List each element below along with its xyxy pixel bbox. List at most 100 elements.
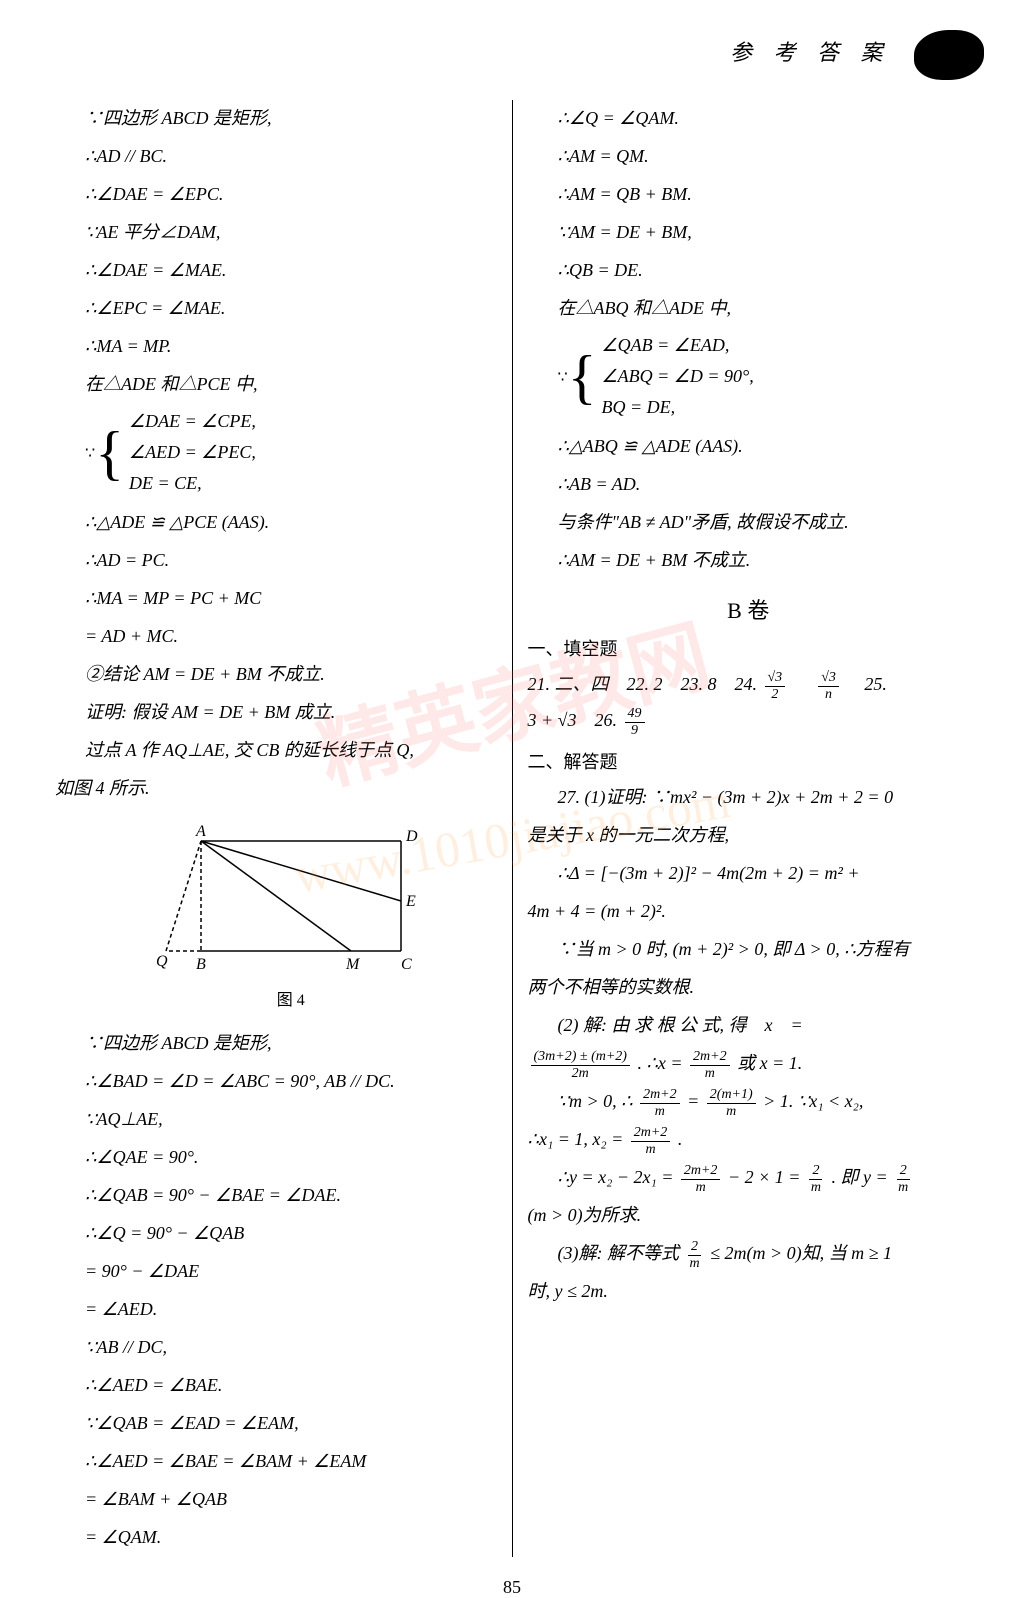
solution-line: ∵当 m > 0 时, (m + 2)² > 0, 即 Δ > 0, ∴方程有 — [528, 931, 970, 967]
solution-line: ∴Δ = [−(3m + 2)]² − 4m(2m + 2) = m² + — [528, 855, 970, 891]
solution-line: (3m+2) ± (m+2)2m . ∴x = 2m+2m 或 x = 1. — [528, 1045, 970, 1081]
solution-line: 是关于 x 的一元二次方程, — [528, 817, 970, 853]
proof-line: ∴MA = MP. — [55, 328, 497, 364]
header-logo-icon — [914, 30, 984, 80]
fraction: √32 — [765, 670, 786, 702]
answer-row: 21. 二、四 22. 2 23. 8 24. √32 √3n 25. — [528, 666, 970, 702]
fraction: 2m+2m — [640, 1087, 680, 1119]
text: . — [678, 1129, 683, 1149]
solution-line: ∵m > 0, ∴ 2m+2m = 2(m+1)m > 1. ∵x₁ < x₂, — [528, 1083, 970, 1119]
text: ∵m > 0, ∴ — [558, 1091, 633, 1111]
label-C: C — [401, 956, 412, 973]
proof-line: ②结论 AM = DE + BM 不成立. — [55, 656, 497, 692]
fraction: (3m+2) ± (m+2)2m — [531, 1049, 630, 1081]
proof-line: ∴AD // BC. — [55, 138, 497, 174]
proof-line: ∵AQ⊥AE, — [55, 1101, 497, 1137]
brace-system: ∵ { ∠DAE = ∠CPE, ∠AED = ∠PEC, DE = CE, — [55, 407, 497, 499]
text: > 1. ∵x₁ < x₂, — [763, 1091, 863, 1111]
proof-line: ∴AB = AD. — [528, 466, 970, 502]
page-header: 参 考 答 案 — [40, 30, 984, 80]
left-brace-icon: { — [95, 423, 124, 483]
solution-line: ∴y = x₂ − 2x₁ = 2m+2m − 2 × 1 = 2m . 即 y… — [528, 1159, 970, 1195]
proof-line: = AD + MC. — [55, 618, 497, 654]
solution-line: (2) 解: 由 求 根 公 式, 得 x = — [528, 1007, 970, 1043]
proof-line: ∴AM = QM. — [528, 138, 970, 174]
label-Q: Q — [156, 953, 168, 970]
text: ≤ 2m(m > 0)知, 当 m ≥ 1 — [710, 1243, 892, 1263]
left-column: ∵四边形 ABCD 是矩形, ∴AD // BC. ∴∠DAE = ∠EPC. … — [40, 100, 513, 1557]
proof-line: 与条件"AB ≠ AD"矛盾, 故假设不成立. — [528, 504, 970, 540]
text: . 即 y = — [832, 1167, 888, 1187]
text: (3)解: 解不等式 — [558, 1243, 679, 1263]
page-number: 85 — [40, 1577, 984, 1598]
proof-line: ∴∠AED = ∠BAE = ∠BAM + ∠EAM — [55, 1443, 497, 1479]
solution-line: (3)解: 解不等式 2m ≤ 2m(m > 0)知, 当 m ≥ 1 — [528, 1235, 970, 1271]
proof-line: ∵AM = DE + BM, — [528, 214, 970, 250]
text: = — [687, 1091, 699, 1111]
proof-line: ∴∠DAE = ∠EPC. — [55, 176, 497, 212]
proof-line: = ∠AED. — [55, 1291, 497, 1327]
proof-line: = ∠QAM. — [55, 1519, 497, 1555]
proof-line: 在△ADE 和△PCE 中, — [55, 366, 497, 402]
answer-text: 21. 二、四 22. 2 23. 8 24. — [528, 674, 758, 694]
proof-line: ∴∠Q = ∠QAM. — [528, 100, 970, 136]
proof-line: ∵四边形 ABCD 是矩形, — [55, 1025, 497, 1061]
brace-item: BQ = DE, — [602, 393, 754, 422]
proof-line: ∴AM = QB + BM. — [528, 176, 970, 212]
text: − 2 × 1 = — [728, 1167, 800, 1187]
proof-line: ∵∠QAB = ∠EAD = ∠EAM, — [55, 1405, 497, 1441]
label-M: M — [345, 956, 361, 973]
solution-line: 27. (1)证明: ∵mx² − (3m + 2)x + 2m + 2 = 0 — [528, 779, 970, 815]
proof-line: ∴∠AED = ∠BAE. — [55, 1367, 497, 1403]
fraction: 2m — [686, 1239, 702, 1271]
proof-line: ∴∠BAD = ∠D = ∠ABC = 90°, AB // DC. — [55, 1063, 497, 1099]
solution-line: 两个不相等的实数根. — [528, 969, 970, 1005]
brace-item: ∠ABQ = ∠D = 90°, — [602, 362, 754, 391]
proof-line: ∴∠Q = 90° − ∠QAB — [55, 1215, 497, 1251]
label-A: A — [195, 823, 206, 840]
proof-line: ∴AD = PC. — [55, 542, 497, 578]
text: ∴x₁ = 1, x₂ = — [528, 1129, 624, 1149]
proof-line: ∴△ABQ ≌ △ADE (AAS). — [528, 428, 970, 464]
solution-line: ∴x₁ = 1, x₂ = 2m+2m . — [528, 1121, 970, 1157]
answer-text: 3 + √3 26. — [528, 710, 618, 730]
solution-line: 时, y ≤ 2m. — [528, 1273, 970, 1309]
brace-prefix: ∵ — [85, 443, 95, 463]
figure-svg: A D E Q B M C — [151, 821, 431, 981]
brace-item: ∠QAB = ∠EAD, — [602, 331, 754, 360]
proof-line: ∴∠QAE = 90°. — [55, 1139, 497, 1175]
two-column-layout: ∵四边形 ABCD 是矩形, ∴AD // BC. ∴∠DAE = ∠EPC. … — [40, 100, 984, 1557]
fraction: 499 — [625, 706, 645, 738]
text: ∴y = x₂ − 2x₁ = — [558, 1167, 674, 1187]
fraction: 2m — [895, 1163, 911, 1195]
proof-line: ∴AM = DE + BM 不成立. — [528, 542, 970, 578]
proof-line: ∴∠DAE = ∠MAE. — [55, 252, 497, 288]
brace-item: DE = CE, — [129, 469, 256, 498]
proof-line: ∴MA = MP = PC + MC — [55, 580, 497, 616]
text: 或 x = 1. — [737, 1053, 802, 1073]
proof-line: 证明: 假设 AM = DE + BM 成立. — [55, 694, 497, 730]
proof-line: ∴△ADE ≌ △PCE (AAS). — [55, 504, 497, 540]
answer-row: 3 + √3 26. 499 — [528, 702, 970, 738]
figure-caption: 图 4 — [277, 986, 305, 1010]
left-brace-icon: { — [568, 347, 597, 407]
proof-line: ∴∠QAB = 90° − ∠BAE = ∠DAE. — [55, 1177, 497, 1213]
brace-item: ∠AED = ∠PEC, — [129, 438, 256, 467]
solve-section-header: 二、解答题 — [528, 748, 970, 774]
proof-line: ∵AB // DC, — [55, 1329, 497, 1365]
proof-line: = 90° − ∠DAE — [55, 1253, 497, 1289]
fraction: 2(m+1)m — [707, 1087, 756, 1119]
proof-line: 在△ABQ 和△ADE 中, — [528, 290, 970, 326]
label-D: D — [405, 828, 418, 845]
fraction: 2m+2m — [690, 1049, 730, 1081]
figure-reference: 如图 4 所示. — [55, 770, 497, 806]
proof-line: = ∠BAM + ∠QAB — [55, 1481, 497, 1517]
proof-line: ∴QB = DE. — [528, 252, 970, 288]
label-E: E — [405, 893, 416, 910]
brace-item: ∠DAE = ∠CPE, — [129, 407, 256, 436]
text: . ∴x = — [637, 1053, 682, 1073]
solution-line: (m > 0)为所求. — [528, 1197, 970, 1233]
fraction: 2m — [808, 1163, 824, 1195]
proof-line: 过点 A 作 AQ⊥AE, 交 CB 的延长线于点 Q, — [55, 732, 497, 768]
fill-blank-header: 一、填空题 — [528, 635, 970, 661]
